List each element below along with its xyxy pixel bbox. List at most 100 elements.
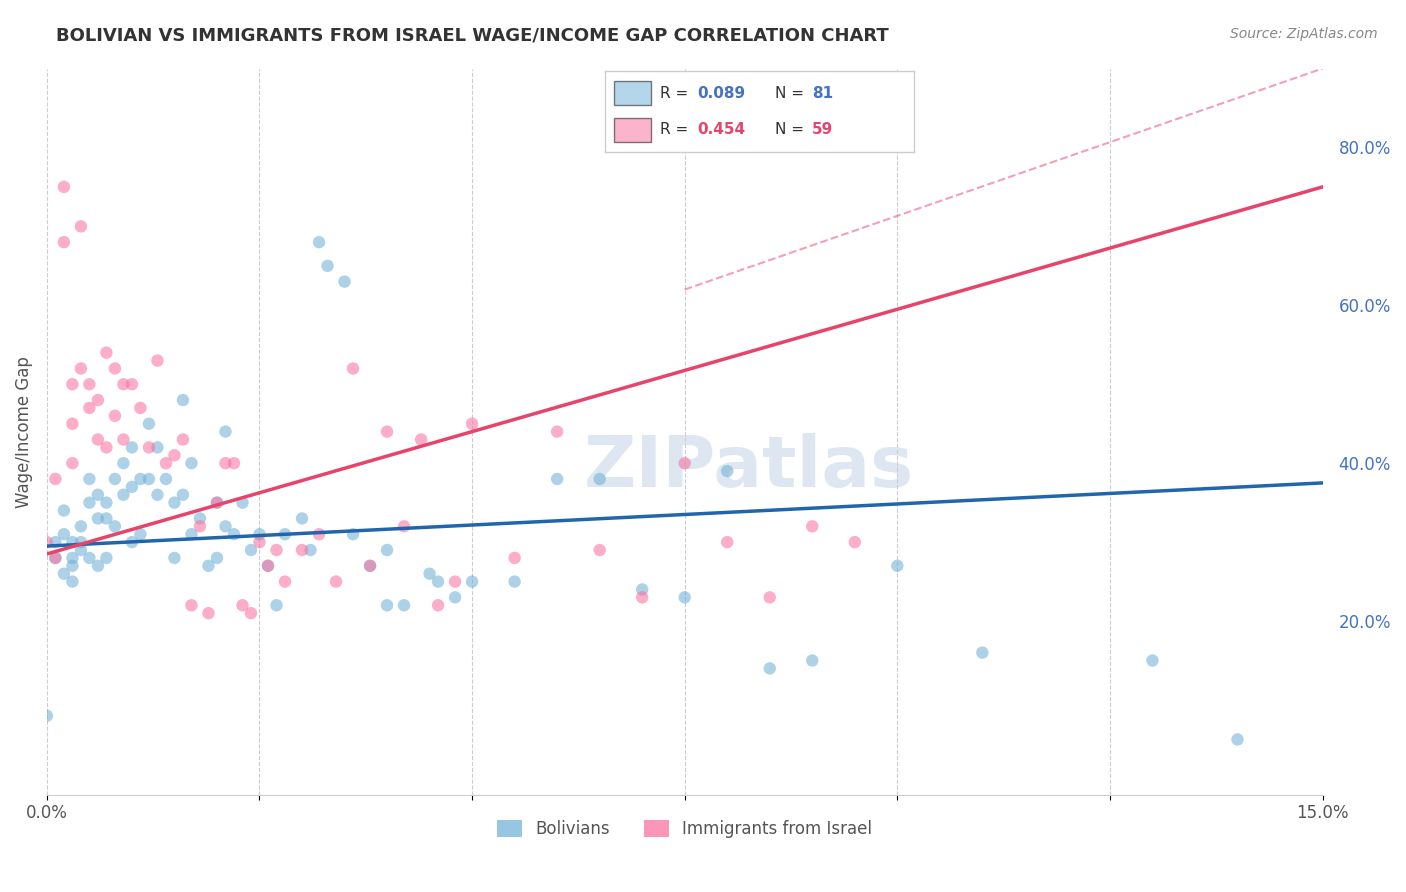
- Point: [180, 456, 202, 470]
- Point: [427, 574, 450, 589]
- Point: [138, 417, 160, 431]
- Point: [205, 496, 228, 510]
- Point: [758, 661, 780, 675]
- Point: [801, 519, 824, 533]
- Point: [60, 417, 83, 431]
- Point: [52, 503, 75, 517]
- Point: [274, 527, 297, 541]
- Point: [444, 574, 467, 589]
- Point: [70, 219, 93, 234]
- Point: [359, 558, 381, 573]
- Point: [342, 527, 364, 541]
- Point: [96, 511, 118, 525]
- Point: [205, 550, 228, 565]
- Point: [60, 558, 83, 573]
- Point: [79, 472, 101, 486]
- Point: [52, 235, 75, 249]
- Point: [1142, 653, 1164, 667]
- Point: [801, 653, 824, 667]
- Point: [112, 456, 135, 470]
- Point: [121, 441, 143, 455]
- Point: [359, 558, 381, 573]
- Point: [121, 480, 143, 494]
- Point: [257, 558, 280, 573]
- Point: [673, 591, 696, 605]
- Point: [70, 361, 93, 376]
- Point: [257, 558, 280, 573]
- Point: [44, 472, 66, 486]
- Point: [299, 543, 322, 558]
- Point: [138, 472, 160, 486]
- Point: [461, 574, 484, 589]
- Point: [155, 472, 177, 486]
- Point: [240, 543, 263, 558]
- Point: [222, 527, 245, 541]
- Point: [129, 401, 152, 415]
- Text: R =: R =: [661, 122, 693, 137]
- Point: [392, 519, 415, 533]
- Point: [589, 472, 612, 486]
- Text: 81: 81: [811, 86, 832, 101]
- Point: [375, 599, 398, 613]
- Point: [35, 708, 58, 723]
- Point: [79, 550, 101, 565]
- Text: 0.089: 0.089: [697, 86, 745, 101]
- Point: [673, 456, 696, 470]
- Point: [172, 488, 194, 502]
- Point: [129, 527, 152, 541]
- Point: [44, 550, 66, 565]
- Point: [87, 511, 110, 525]
- Point: [70, 543, 93, 558]
- Point: [146, 441, 169, 455]
- Point: [79, 377, 101, 392]
- Point: [325, 574, 347, 589]
- Point: [231, 496, 253, 510]
- Point: [138, 441, 160, 455]
- Point: [333, 275, 356, 289]
- Point: [60, 574, 83, 589]
- Point: [291, 511, 314, 525]
- Point: [96, 345, 118, 359]
- Y-axis label: Wage/Income Gap: Wage/Income Gap: [15, 356, 32, 508]
- Text: Source: ZipAtlas.com: Source: ZipAtlas.com: [1230, 27, 1378, 41]
- Point: [291, 543, 314, 558]
- Point: [631, 591, 654, 605]
- Point: [844, 535, 866, 549]
- Point: [163, 550, 186, 565]
- Point: [214, 456, 236, 470]
- Point: [631, 582, 654, 597]
- Point: [146, 488, 169, 502]
- Legend: Bolivians, Immigrants from Israel: Bolivians, Immigrants from Israel: [491, 813, 879, 845]
- Point: [972, 646, 994, 660]
- Point: [214, 519, 236, 533]
- Point: [205, 496, 228, 510]
- Point: [104, 519, 127, 533]
- Point: [52, 527, 75, 541]
- Point: [180, 599, 202, 613]
- Point: [503, 574, 526, 589]
- Point: [60, 377, 83, 392]
- Point: [155, 456, 177, 470]
- Text: 59: 59: [811, 122, 834, 137]
- Point: [188, 511, 211, 525]
- Point: [112, 433, 135, 447]
- Point: [231, 599, 253, 613]
- Point: [121, 535, 143, 549]
- Point: [308, 527, 330, 541]
- Point: [104, 361, 127, 376]
- Point: [375, 425, 398, 439]
- Text: BOLIVIAN VS IMMIGRANTS FROM ISRAEL WAGE/INCOME GAP CORRELATION CHART: BOLIVIAN VS IMMIGRANTS FROM ISRAEL WAGE/…: [56, 27, 889, 45]
- Point: [60, 456, 83, 470]
- Point: [87, 433, 110, 447]
- Point: [589, 543, 612, 558]
- Point: [503, 550, 526, 565]
- Point: [444, 591, 467, 605]
- Point: [79, 496, 101, 510]
- Text: ZIPatlas: ZIPatlas: [583, 434, 914, 502]
- Point: [249, 527, 271, 541]
- Point: [96, 496, 118, 510]
- Point: [461, 417, 484, 431]
- Point: [104, 409, 127, 423]
- Point: [249, 535, 271, 549]
- Point: [163, 448, 186, 462]
